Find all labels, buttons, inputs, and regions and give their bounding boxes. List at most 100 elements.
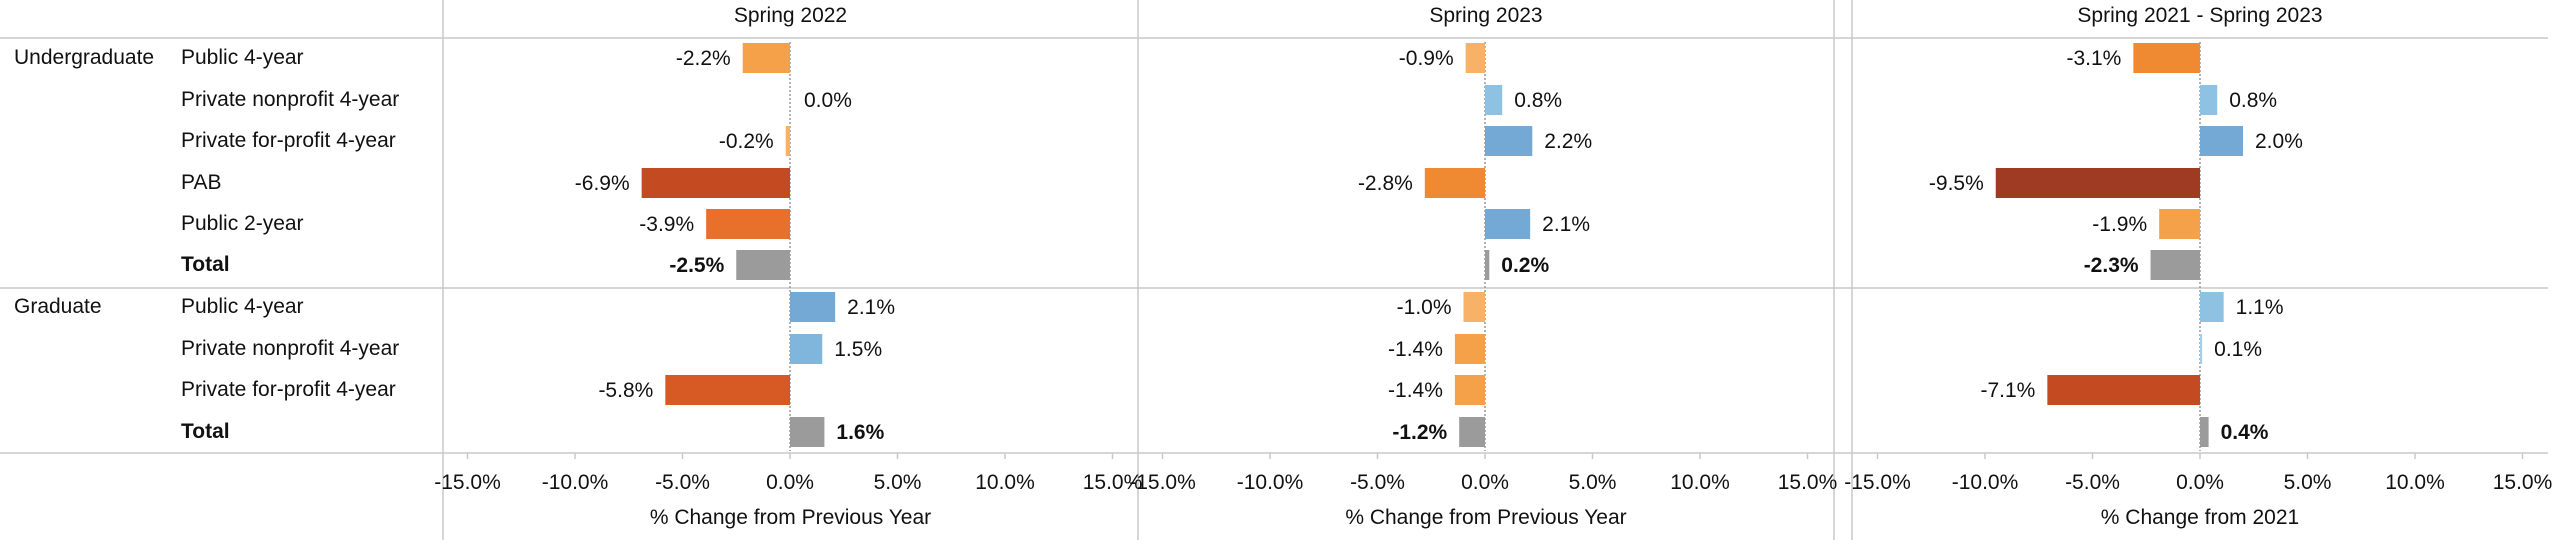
x-tick-label: -5.0% xyxy=(2065,471,2120,494)
group-label: Graduate xyxy=(14,295,102,318)
x-tick-label: -10.0% xyxy=(1237,471,1304,494)
data-label: -2.2% xyxy=(676,47,731,70)
x-tick-label: 0.0% xyxy=(766,471,814,494)
row-label: Public 4-year xyxy=(181,46,304,69)
data-label: 2.1% xyxy=(847,296,895,319)
x-tick-label: -10.0% xyxy=(1952,471,2019,494)
data-label: 0.8% xyxy=(1514,89,1562,112)
data-label: 2.1% xyxy=(1542,213,1590,236)
group-label: Undergraduate xyxy=(14,46,155,69)
data-label: -2.3% xyxy=(2084,254,2139,277)
data-label: 0.1% xyxy=(2214,338,2262,361)
bar xyxy=(785,126,790,156)
data-label: -6.9% xyxy=(575,172,630,195)
panel-title: Spring 2023 xyxy=(1429,4,1543,27)
x-tick-label: 5.0% xyxy=(874,471,922,494)
x-tick-label: 5.0% xyxy=(2284,471,2332,494)
panel-title: Spring 2021 - Spring 2023 xyxy=(2077,4,2323,27)
bar xyxy=(2200,85,2218,115)
x-tick-label: -5.0% xyxy=(655,471,710,494)
data-label: -2.5% xyxy=(669,254,724,277)
data-label: -0.2% xyxy=(719,130,774,153)
bar xyxy=(1463,292,1485,322)
x-tick-label: 15.0% xyxy=(1778,471,1838,494)
x-tick-label: 5.0% xyxy=(1569,471,1617,494)
row-label: Public 2-year xyxy=(181,212,304,235)
row-label: Total xyxy=(181,253,230,276)
x-tick-label: -15.0% xyxy=(1844,471,1911,494)
bar xyxy=(1485,209,1531,239)
row-label: Private nonprofit 4-year xyxy=(181,337,400,360)
row-label: PAB xyxy=(181,171,222,194)
data-label: -7.1% xyxy=(1980,379,2035,402)
data-label: -1.2% xyxy=(1392,421,1447,444)
bar xyxy=(2200,334,2203,364)
bar xyxy=(2150,250,2200,280)
data-label: -9.5% xyxy=(1929,172,1984,195)
x-tick-label: -15.0% xyxy=(434,471,501,494)
bar xyxy=(2133,43,2200,73)
data-label: 2.2% xyxy=(1544,130,1592,153)
data-label: 1.5% xyxy=(834,338,882,361)
bar xyxy=(1485,126,1533,156)
row-label: Private nonprofit 4-year xyxy=(181,88,400,111)
data-label: 0.2% xyxy=(1501,254,1549,277)
x-tick-label: 10.0% xyxy=(975,471,1035,494)
x-tick-label: 0.0% xyxy=(2176,471,2224,494)
row-label: Private for-profit 4-year xyxy=(181,129,396,152)
row-label: Total xyxy=(181,420,230,443)
x-tick-label: 10.0% xyxy=(1670,471,1730,494)
x-tick-label: 15.0% xyxy=(2493,471,2553,494)
x-axis-title: % Change from Previous Year xyxy=(1345,506,1627,529)
data-label: 0.0% xyxy=(804,89,852,112)
bar xyxy=(2159,209,2200,239)
x-tick-label: -10.0% xyxy=(542,471,609,494)
x-tick-label: 10.0% xyxy=(2385,471,2445,494)
bar xyxy=(2047,375,2200,405)
panel-title: Spring 2022 xyxy=(733,4,848,27)
x-tick-label: 15.0% xyxy=(1083,471,1143,494)
bar xyxy=(641,168,790,198)
data-label: 0.4% xyxy=(2221,421,2269,444)
bar xyxy=(1465,43,1485,73)
data-label: -3.9% xyxy=(639,213,694,236)
bar xyxy=(665,375,790,405)
data-label: -1.0% xyxy=(1397,296,1452,319)
x-axis-title: % Change from 2021 xyxy=(2100,506,2300,529)
bar xyxy=(1454,375,1485,405)
row-label: Public 4-year xyxy=(181,295,304,318)
data-label: -3.1% xyxy=(2066,47,2121,70)
bar xyxy=(1485,250,1490,280)
x-tick-label: -5.0% xyxy=(1350,471,1405,494)
row-label: Private for-profit 4-year xyxy=(181,378,396,401)
x-tick-label: -15.0% xyxy=(1129,471,1196,494)
x-axis-title: % Change from Previous Year xyxy=(649,506,932,529)
bar xyxy=(1424,168,1485,198)
data-label: -1.4% xyxy=(1388,338,1443,361)
bar xyxy=(2200,126,2243,156)
data-label: -5.8% xyxy=(598,379,653,402)
bar xyxy=(742,43,790,73)
data-label: -1.4% xyxy=(1388,379,1443,402)
data-label: -1.9% xyxy=(2092,213,2147,236)
bar xyxy=(1454,334,1485,364)
bar xyxy=(706,209,790,239)
data-label: 0.8% xyxy=(2229,89,2277,112)
x-tick-label: 0.0% xyxy=(1461,471,1509,494)
bar xyxy=(1485,85,1503,115)
bar xyxy=(2200,417,2209,447)
bar xyxy=(790,292,836,322)
bar xyxy=(1995,168,2200,198)
data-label: -2.8% xyxy=(1358,172,1413,195)
bar xyxy=(1459,417,1485,447)
bar xyxy=(736,250,790,280)
bar xyxy=(2200,292,2224,322)
data-label: 1.6% xyxy=(836,421,884,444)
data-label: -0.9% xyxy=(1399,47,1454,70)
bar xyxy=(790,417,825,447)
bar xyxy=(790,334,823,364)
data-label: 2.0% xyxy=(2255,130,2303,153)
data-label: 1.1% xyxy=(2236,296,2284,319)
